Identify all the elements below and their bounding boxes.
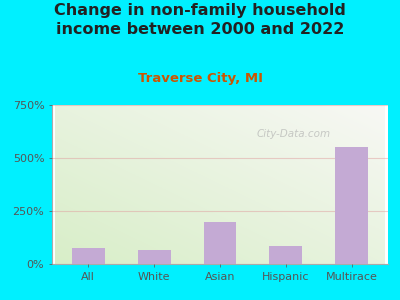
Bar: [270, 246, 302, 264]
Bar: [204, 222, 236, 264]
Bar: [335, 147, 368, 264]
Bar: [72, 248, 105, 264]
Bar: [138, 250, 170, 264]
Text: City-Data.com: City-Data.com: [257, 129, 331, 139]
Text: Change in non-family household
income between 2000 and 2022: Change in non-family household income be…: [54, 3, 346, 37]
Text: Traverse City, MI: Traverse City, MI: [138, 72, 262, 85]
